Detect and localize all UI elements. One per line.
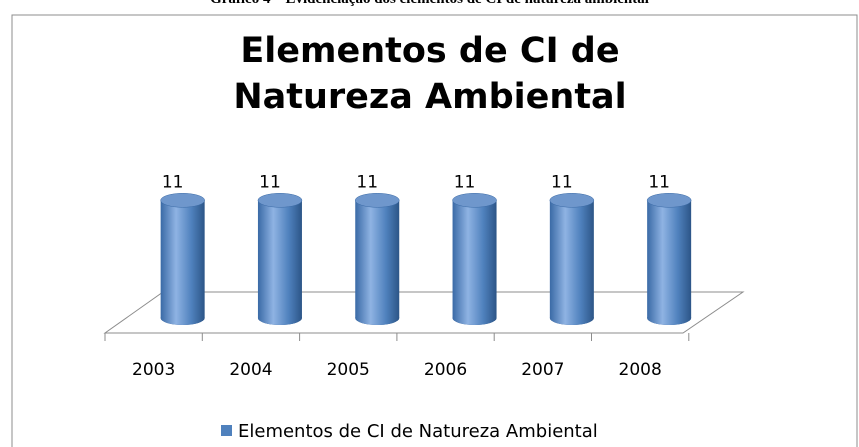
bar-top xyxy=(257,193,303,208)
bar xyxy=(452,200,497,318)
x-tick-label: 2003 xyxy=(132,360,175,380)
data-label: 11 xyxy=(454,172,476,192)
legend-swatch xyxy=(221,425,232,436)
bar xyxy=(257,200,302,318)
x-tick-label: 2007 xyxy=(521,360,564,380)
caption: Gráfico 4 – Evidenciação dos elementos d… xyxy=(0,0,859,8)
bar-top xyxy=(646,193,692,208)
legend-label: Elementos de CI de Natureza Ambiental xyxy=(238,421,598,442)
data-label: 11 xyxy=(551,172,573,192)
bar-base xyxy=(549,311,594,325)
bar-base xyxy=(452,311,497,325)
bar-base xyxy=(257,311,302,325)
chart-border xyxy=(11,14,858,447)
bar xyxy=(647,200,692,318)
bar-top xyxy=(160,193,205,208)
x-tick-label: 2008 xyxy=(619,360,662,380)
bar-top xyxy=(355,193,400,208)
bar xyxy=(355,200,400,318)
x-tick-label: 2006 xyxy=(424,360,467,380)
bar-top xyxy=(549,193,595,208)
bar xyxy=(160,200,205,318)
data-label: 11 xyxy=(648,172,670,192)
bar-base xyxy=(355,311,400,325)
data-label: 11 xyxy=(259,172,281,192)
x-tick-label: 2004 xyxy=(229,360,272,380)
bar-base xyxy=(647,311,692,325)
bar-top xyxy=(452,193,497,208)
bar xyxy=(549,200,594,318)
data-label: 11 xyxy=(356,172,378,192)
bar-base xyxy=(160,311,205,325)
data-label: 11 xyxy=(162,172,184,192)
chart-title: Elementos de CI de Natureza Ambiental xyxy=(233,31,627,117)
x-tick-label: 2005 xyxy=(327,360,370,380)
